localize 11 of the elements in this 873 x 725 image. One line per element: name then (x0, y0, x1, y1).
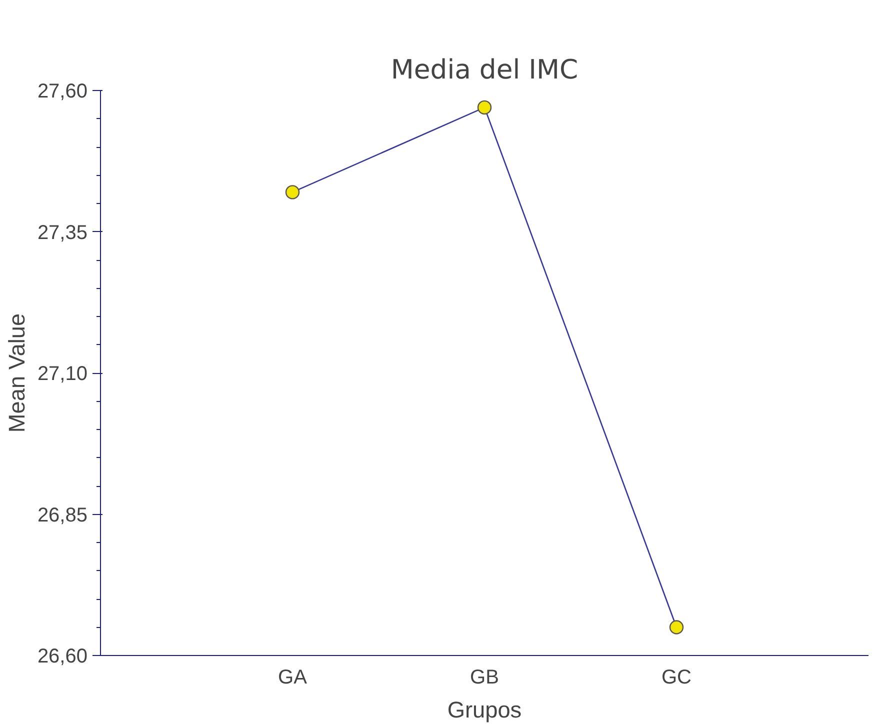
x-tick-label: GC (662, 666, 692, 688)
y-tick-label: 26,85 (37, 504, 88, 526)
x-axis-title: Grupos (447, 696, 522, 722)
y-tick-label: 27,60 (37, 80, 88, 102)
y-axis-title: Mean Value (3, 313, 30, 433)
y-tick-label: 27,35 (37, 222, 88, 244)
chart-title: Media del IMC (390, 54, 578, 86)
x-tick-label: GB (470, 666, 499, 688)
x-tick-label: GA (278, 666, 308, 688)
y-tick-label: 27,10 (37, 363, 88, 385)
y-tick-label: 26,60 (37, 646, 88, 668)
